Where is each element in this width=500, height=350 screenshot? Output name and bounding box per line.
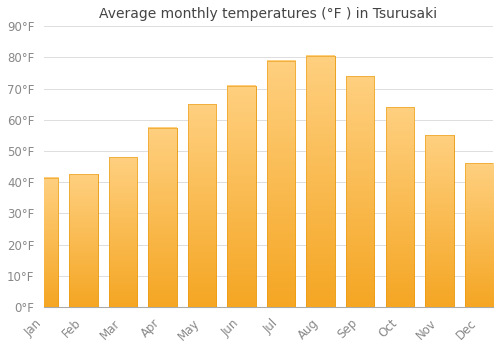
Bar: [228, 85, 256, 307]
Bar: [306, 56, 335, 307]
Bar: [425, 135, 454, 307]
Bar: [188, 104, 216, 307]
Bar: [386, 107, 414, 307]
Bar: [306, 56, 335, 307]
Bar: [346, 76, 374, 307]
Bar: [267, 61, 296, 307]
Bar: [267, 61, 296, 307]
Bar: [386, 107, 414, 307]
Bar: [109, 157, 138, 307]
Bar: [30, 177, 58, 307]
Bar: [148, 128, 177, 307]
Bar: [188, 104, 216, 307]
Bar: [109, 157, 138, 307]
Bar: [228, 85, 256, 307]
Title: Average monthly temperatures (°F ) in Tsurusaki: Average monthly temperatures (°F ) in Ts…: [100, 7, 437, 21]
Bar: [70, 174, 98, 307]
Bar: [148, 128, 177, 307]
Bar: [425, 135, 454, 307]
Bar: [464, 163, 493, 307]
Bar: [464, 163, 493, 307]
Bar: [70, 174, 98, 307]
Bar: [30, 177, 58, 307]
Bar: [346, 76, 374, 307]
